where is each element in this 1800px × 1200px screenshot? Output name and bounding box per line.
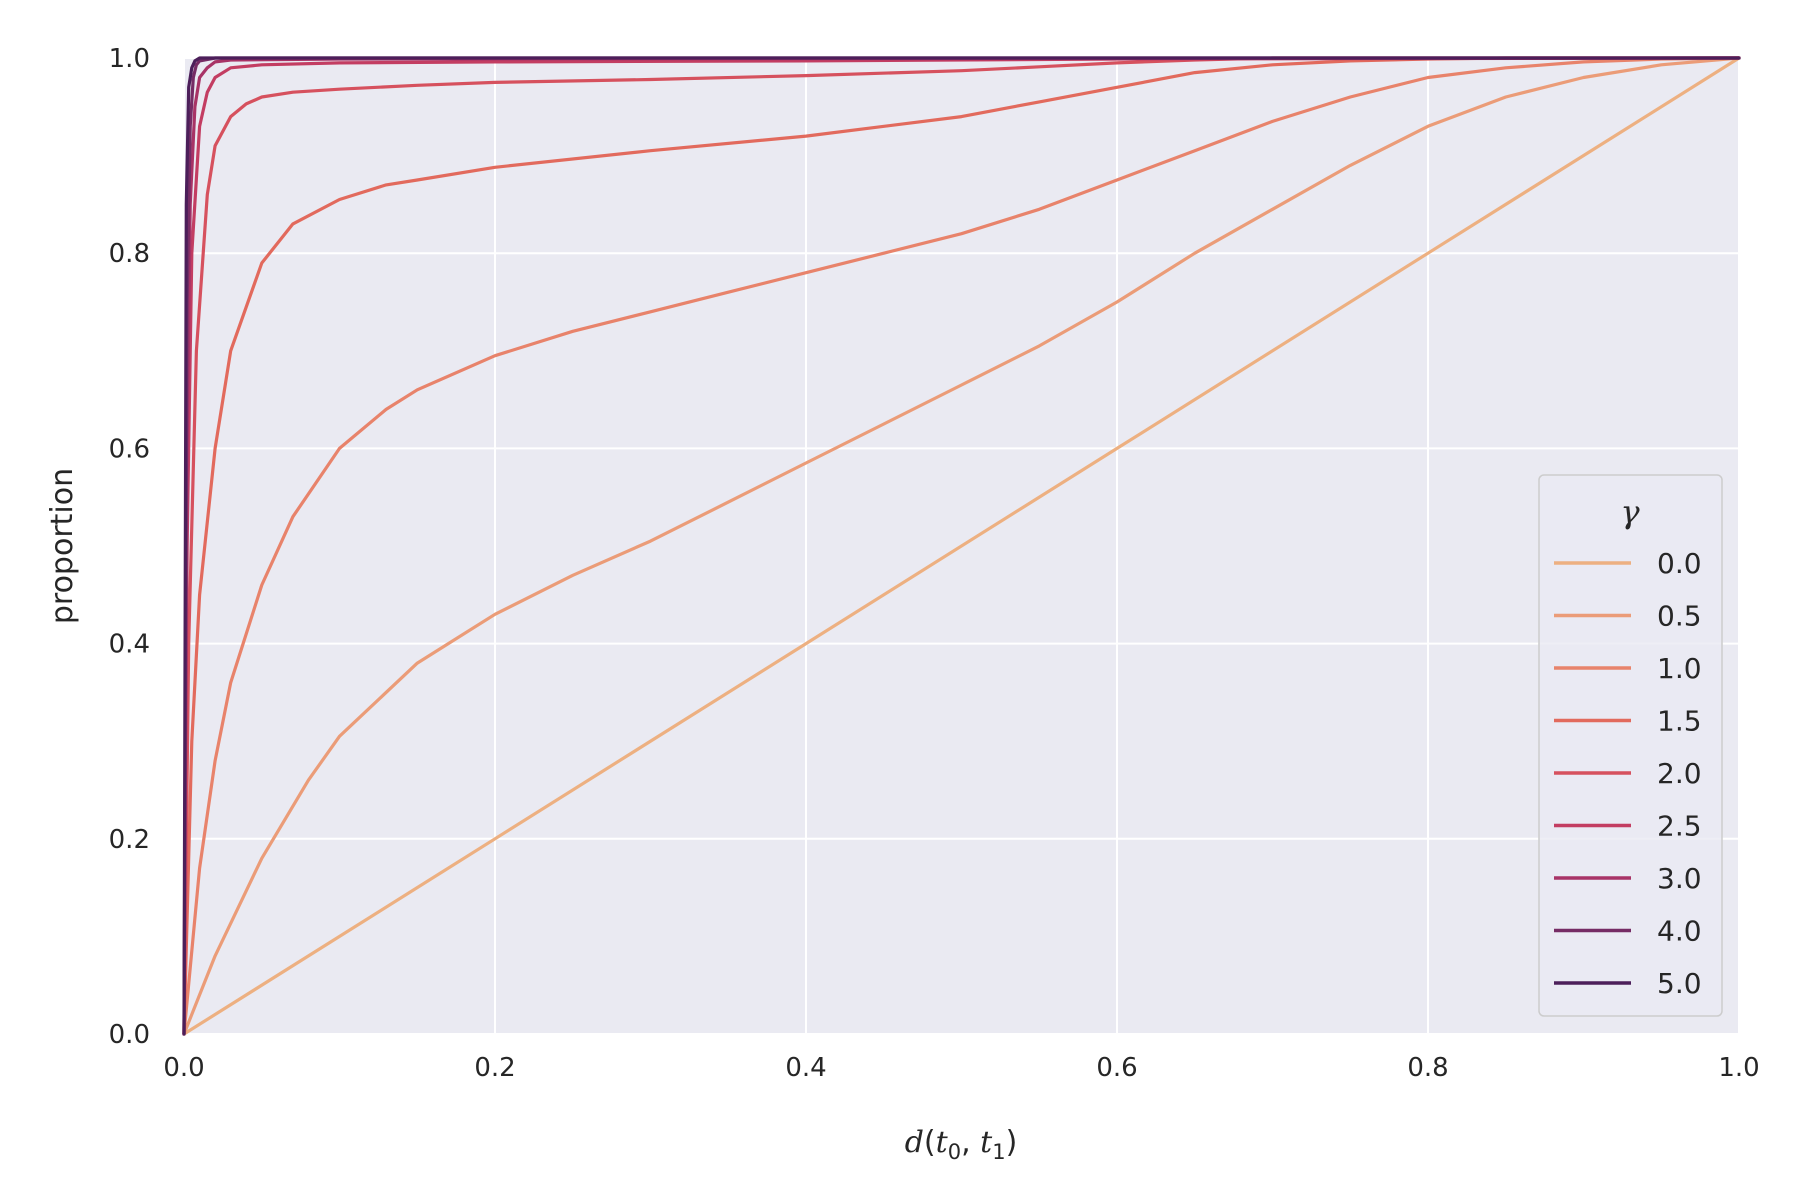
legend: γ 0.0 0.5 1.0 1.5 2.0 2.5 3.0 4.0 5.0 [1538,474,1723,1017]
y-axis-label: proportion [45,468,80,624]
grid-lines [183,57,1740,1035]
legend-entry: 2.5 [1657,810,1702,843]
x-tick-label: 0.4 [785,1053,826,1083]
legend-entry: 3.0 [1657,862,1702,895]
y-tick-label: 0.4 [109,630,150,660]
legend-entry: 2.0 [1657,757,1702,790]
y-tick-label: 0.2 [109,825,150,855]
legend-box [1538,474,1723,1017]
y-tick-label: 0.6 [109,434,150,464]
x-axis-label: d(t0, t1) [905,1125,1018,1164]
x-axis-ticks: 0.0 0.2 0.4 0.6 0.8 1.0 [163,1053,1759,1083]
legend-entry: 1.0 [1657,652,1702,685]
legend-title: γ [1620,493,1640,531]
series-lines [182,56,1741,1036]
x-tick-label: 0.0 [163,1053,204,1083]
series-line-0-0 [182,56,1741,1036]
legend-entry: 1.5 [1657,705,1702,738]
x-tick-label: 1.0 [1718,1053,1759,1083]
series-line-1-5 [182,56,1741,1036]
series-line-5-0 [182,56,1741,1036]
y-tick-label: 1.0 [109,44,150,74]
y-tick-label: 0.0 [109,1020,150,1050]
legend-entry: 0.0 [1657,547,1702,580]
legend-entry: 0.5 [1657,600,1702,633]
x-tick-label: 0.2 [474,1053,515,1083]
legend-entry: 5.0 [1657,967,1702,1000]
y-tick-label: 0.8 [109,239,150,269]
series-line-1-0 [182,56,1741,1036]
series-line-0-5 [182,56,1741,1036]
x-tick-label: 0.6 [1096,1053,1137,1083]
series-line-2-0 [182,56,1741,1036]
legend-items: 0.0 0.5 1.0 1.5 2.0 2.5 3.0 4.0 5.0 [1554,547,1702,1000]
legend-entry: 4.0 [1657,915,1702,948]
y-axis-ticks: 0.0 0.2 0.4 0.6 0.8 1.0 [109,44,150,1050]
x-tick-label: 0.8 [1407,1053,1448,1083]
series-line-2-5 [182,56,1741,1036]
